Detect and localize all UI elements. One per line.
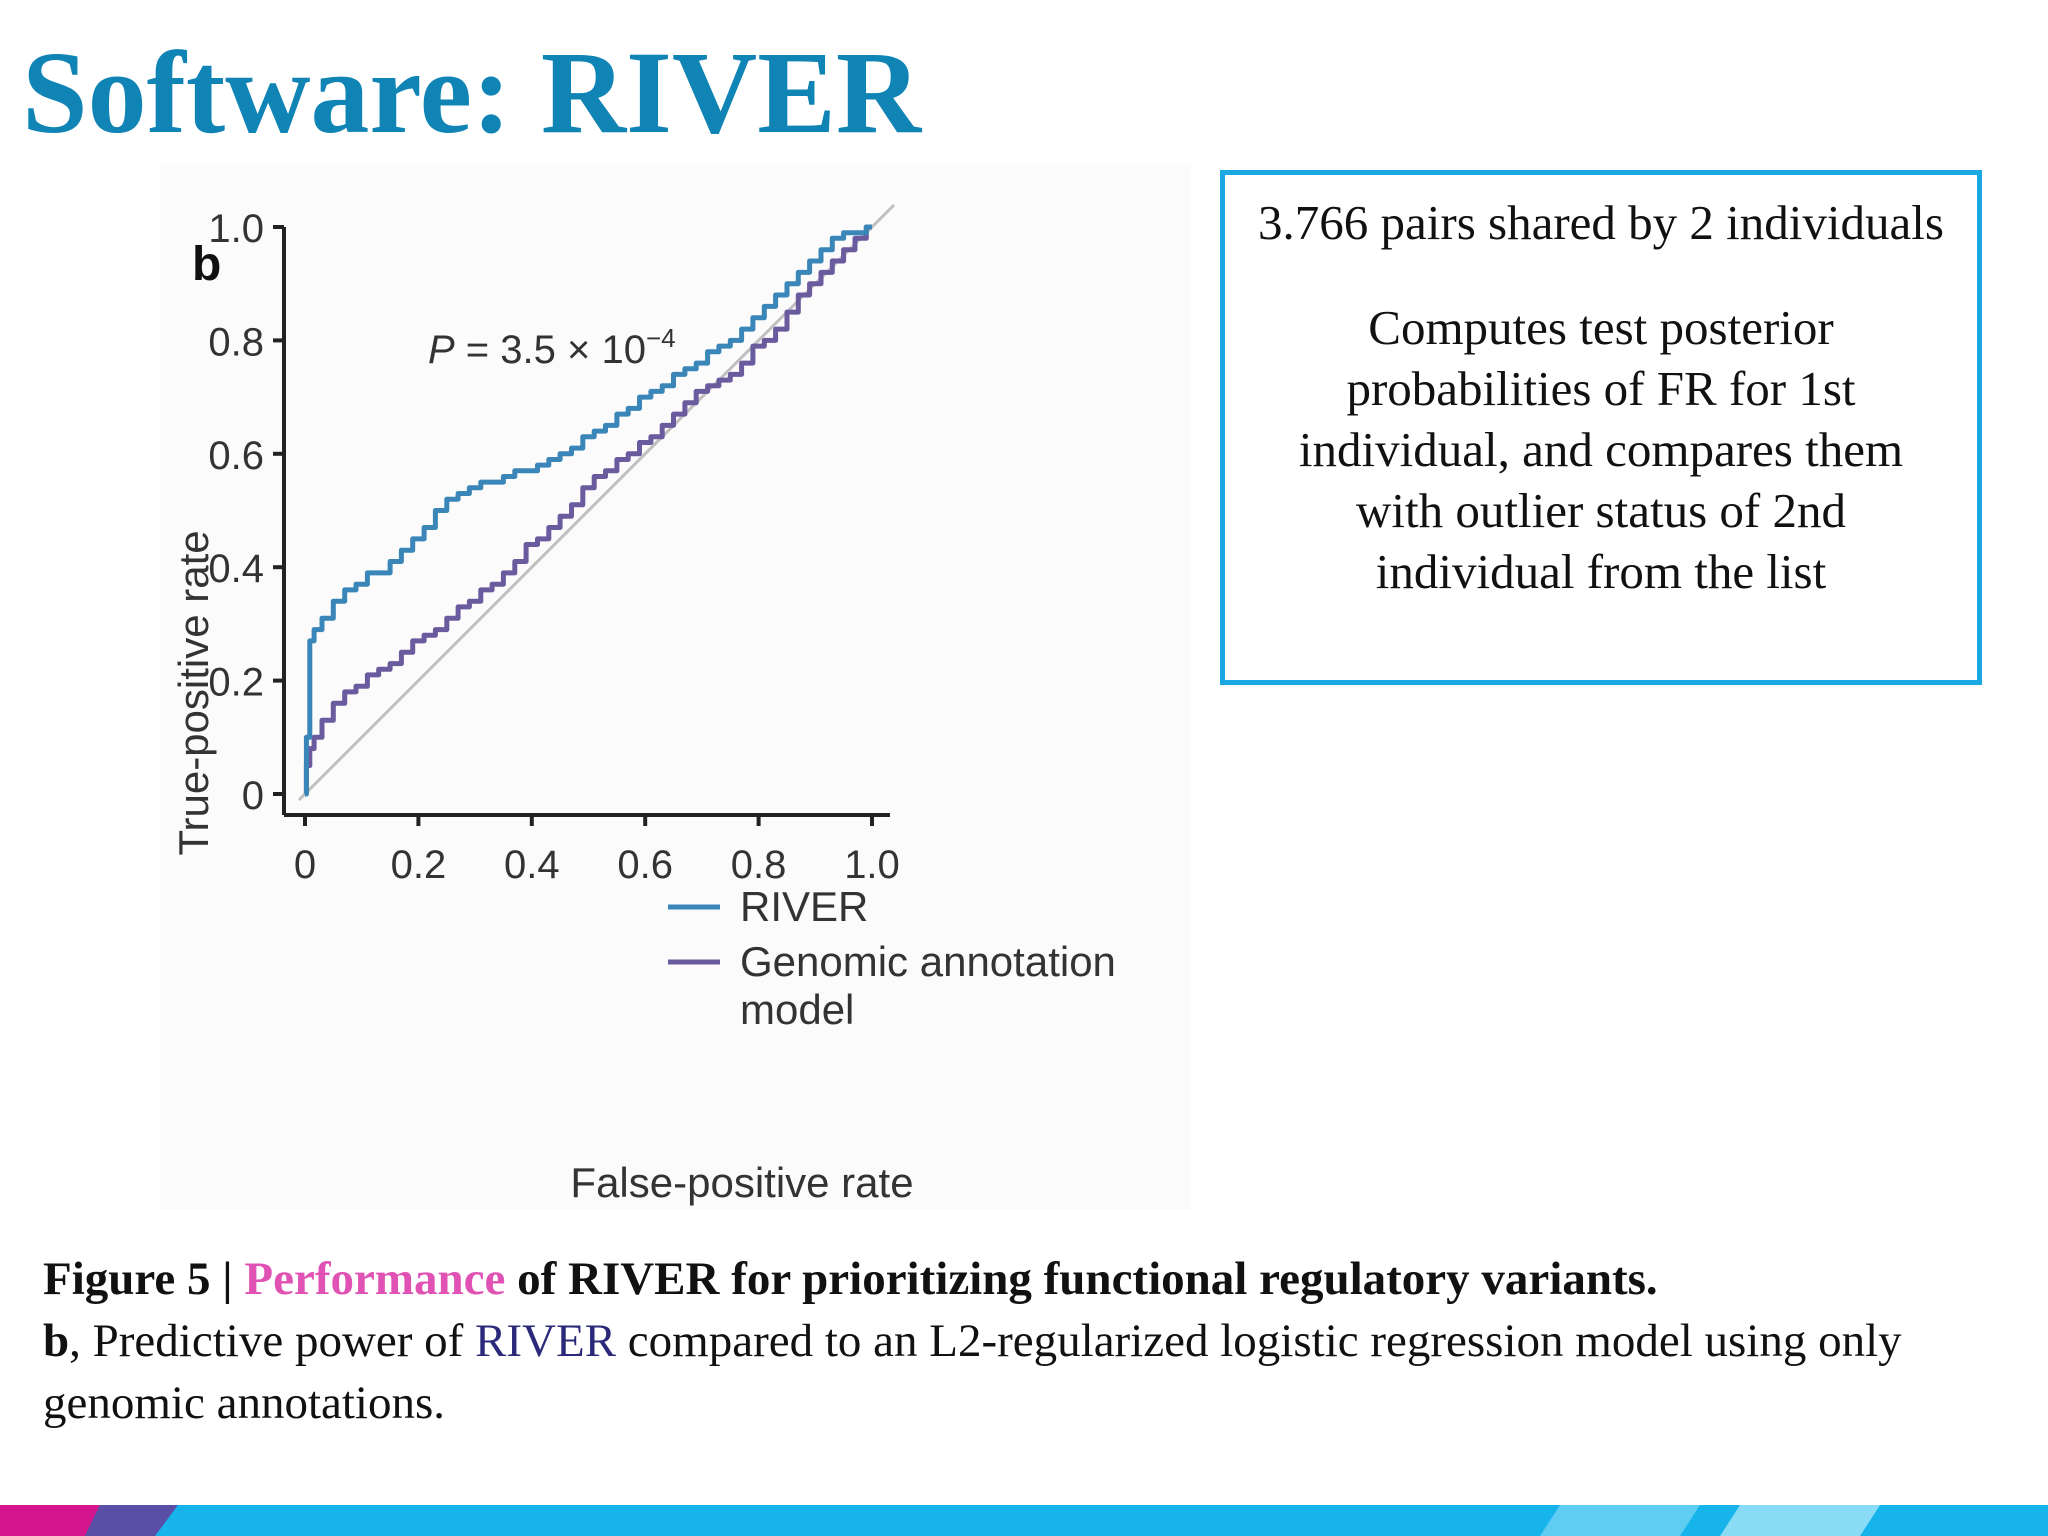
caption-description: b, Predictive power of RIVER compared to… [43,1310,2003,1434]
info-headline: 3.766 pairs shared by 2 individuals [1258,195,1944,250]
x-axis-label: False-positive rate [570,1159,913,1206]
x-tick-label: 0.6 [617,843,673,887]
legend: RIVER Genomic annotation model [668,883,1128,1033]
x-tick-label: 0 [294,843,316,887]
legend-label-river: RIVER [740,883,868,930]
ticks: 0 0.2 0.4 0.6 0.8 1.0 0 0.2 0.4 0.6 0.8 1.0 [208,207,899,887]
series-line-genomic [303,224,872,797]
caption-title: Figure 5 | Performance of RIVER for prio… [43,1248,2003,1310]
y-tick-label: 0.4 [208,547,264,591]
legend-label-genomic: Genomic annotation model [740,938,1128,1033]
legend-label-genomic-line1: Genomic annotation [740,938,1116,985]
footer-bar-magenta [0,1505,100,1536]
figure-panel: b 0 0.2 0.4 0.6 0.8 1.0 0 0.2 0.4 0.6 0.8 1.0 P = 3… [160,165,1190,1210]
panel-label: b [192,238,221,291]
axes [282,203,896,817]
footer-bar-base [0,1505,2048,1536]
y-axis-label: True-positive rate [170,530,217,855]
y-tick-label: 0.8 [208,320,264,364]
figure-caption: Figure 5 | Performance of RIVER for prio… [43,1248,2003,1434]
p-value-text: = 3.5 × 10 [455,328,646,372]
series-line-river [303,224,872,797]
roc-chart: b 0 0.2 0.4 0.6 0.8 1.0 0 0.2 0.4 0.6 0.8 1.0 P = 3… [170,203,1128,1206]
legend-label-genomic-line2: model [740,986,854,1033]
x-tick-label: 0.4 [504,843,560,887]
p-value-symbol: P [428,328,455,372]
p-value-annotation: P = 3.5 × 10−4 [428,323,676,372]
caption-desc-highlight: RIVER [475,1315,617,1367]
caption-title-rest: of RIVER for prioritizing functional reg… [505,1253,1658,1305]
info-box: 3.766 pairs shared by 2 individuals Comp… [1220,170,1982,685]
y-tick-label: 0 [242,774,264,818]
footer-bar [0,1505,2048,1536]
slide-title: Software: RIVER [22,27,922,158]
x-tick-label: 0.8 [731,843,787,887]
y-tick-label: 1.0 [208,207,264,251]
diagonal-reference-line [297,203,896,802]
caption-panel-letter: b [43,1315,70,1367]
x-tick-label: 1.0 [844,843,900,887]
footer-bar-light-2 [1720,1505,1880,1536]
caption-desc-before: , Predictive power of [69,1315,476,1367]
caption-figure-label: Figure 5 | [43,1253,233,1305]
p-value-exponent: −4 [646,323,676,353]
info-body: Computes test posterior probabilities of… [1298,300,1904,599]
caption-desc-after: compared to an L2-regularized logistic r… [43,1315,1902,1429]
caption-highlight-word: Performance [244,1253,506,1305]
x-tick-label: 0.2 [391,843,447,887]
footer-bar-violet [85,1505,178,1536]
footer-bar-light-1 [1540,1505,1700,1536]
y-tick-label: 0.6 [208,434,264,478]
y-tick-label: 0.2 [208,661,264,705]
series-lines [303,224,872,797]
